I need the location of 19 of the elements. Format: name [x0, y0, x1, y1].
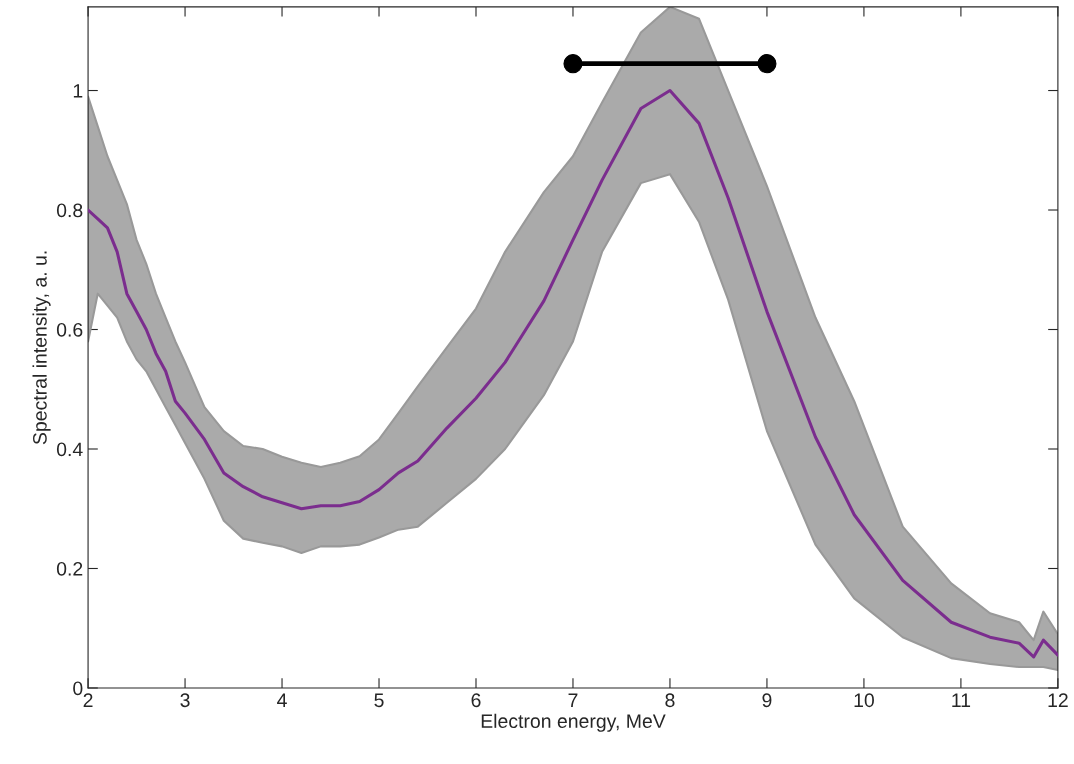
x-tick-label: 8	[665, 693, 675, 708]
x-tick-label: 10	[854, 693, 874, 708]
y-tick-label: 0.6	[56, 322, 83, 337]
y-tick-label: 1	[73, 84, 83, 98]
y-tick-label: 0	[73, 681, 83, 696]
y-tick-label: 0.8	[56, 203, 83, 218]
y-axis-title: Spectral intensity, a. u.	[32, 251, 51, 445]
x-tick-label: 4	[277, 693, 287, 707]
x-tick-label: 12	[1048, 693, 1068, 707]
x-axis-title: Electron energy, MeV	[481, 713, 666, 732]
x-tick-label: 6	[471, 693, 481, 708]
x-tick-label: 9	[762, 693, 772, 708]
y-tick-label: 0.4	[56, 442, 83, 457]
x-tick-label: 2	[83, 693, 93, 707]
x-tick-label: 11	[952, 693, 971, 707]
x-tick-label: 7	[568, 693, 578, 707]
x-tick-label: 5	[374, 693, 384, 708]
x-tick-label: 3	[180, 693, 190, 708]
y-tick-label: 0.2	[56, 561, 83, 576]
